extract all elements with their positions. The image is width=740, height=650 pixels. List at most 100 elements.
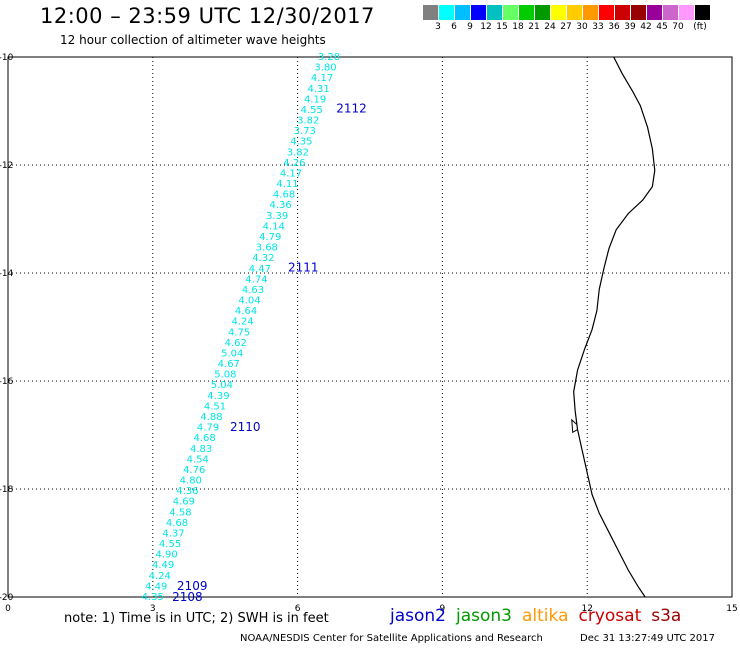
color-swatch	[518, 5, 534, 20]
color-swatch	[630, 5, 646, 20]
wave-height-label: 4.51	[204, 401, 226, 412]
wave-height-label: 4.76	[183, 465, 205, 476]
color-swatch	[566, 5, 582, 20]
color-scale-label: 15	[496, 22, 508, 32]
wave-height-label: 4.55	[301, 105, 323, 116]
wave-height-label: 4.83	[190, 444, 212, 455]
color-scale-legend: 3 6 9 12 15 18 21 24 27 30 33 36 39 42 45 70 (ft)	[422, 5, 710, 34]
wave-height-label: 4.32	[252, 253, 274, 264]
wave-height-label: 4.88	[200, 412, 222, 423]
color-swatch	[582, 5, 598, 20]
wave-height-label: 4.75	[228, 327, 250, 338]
mission-altika: altika	[522, 606, 569, 626]
color-scale-label: 33	[592, 22, 604, 32]
y-tick-label: -18	[0, 485, 14, 495]
color-scale-label: 24	[544, 22, 556, 32]
color-scale-label: 18	[512, 22, 524, 32]
map-title: 12:00 – 23:59 UTC 12/30/2017	[40, 4, 375, 28]
wave-height-label: 4.63	[242, 285, 264, 296]
wave-height-label: 4.67	[218, 359, 240, 370]
wave-height-label: 4.17	[280, 168, 302, 179]
color-swatch	[678, 5, 694, 20]
y-tick-label: -14	[0, 269, 14, 279]
wave-height-label: 4.79	[197, 423, 219, 434]
wave-height-label: 4.68	[166, 518, 188, 529]
pass-number-label: 2108	[172, 590, 203, 604]
wave-height-label: 4.90	[155, 550, 177, 561]
color-scale-label: 70	[672, 22, 684, 32]
wave-height-label: 4.49	[145, 581, 167, 592]
color-scale-swatches	[422, 5, 710, 20]
wave-height-label: 4.74	[245, 274, 267, 285]
color-swatch	[502, 5, 518, 20]
color-scale-label: 36	[608, 22, 620, 32]
wave-height-label: 4.80	[180, 476, 202, 487]
wave-height-label: 4.24	[149, 571, 171, 582]
color-swatch	[534, 5, 550, 20]
color-scale-label: 39	[624, 22, 636, 32]
pass-number-label: 2112	[336, 101, 367, 115]
pass-number-label: 2109	[177, 579, 208, 593]
color-scale-label: 9	[467, 22, 473, 32]
wave-height-label: 4.49	[152, 560, 174, 571]
wave-height-label: 4.17	[311, 73, 333, 84]
color-scale-label: 42	[640, 22, 652, 32]
wave-height-label: 4.31	[307, 84, 329, 95]
color-swatch	[598, 5, 614, 20]
x-tick-label: 0	[5, 604, 11, 614]
x-tick-label: 12	[581, 604, 592, 614]
wave-height-label: 3.28	[318, 52, 340, 63]
mission-jason2: jason2	[390, 606, 446, 626]
map-subtitle: 12 hour collection of altimeter wave hei…	[60, 33, 326, 47]
wave-height-label: 4.47	[249, 264, 271, 275]
color-swatch	[422, 5, 438, 20]
wave-height-label: 4.39	[207, 391, 229, 402]
wave-height-label: 3.82	[297, 116, 319, 127]
wave-height-label: 4.35	[142, 592, 164, 603]
color-swatch	[694, 5, 710, 20]
wave-height-label: 4.14	[263, 221, 285, 232]
coastline	[573, 56, 656, 598]
color-swatch	[454, 5, 470, 20]
credit-text: NOAA/NESDIS Center for Satellite Applica…	[240, 633, 543, 644]
color-scale-label: 45	[656, 22, 668, 32]
mission-jason3: jason3	[456, 606, 512, 626]
wave-height-label: 4.68	[273, 190, 295, 201]
x-tick-label: 15	[726, 604, 737, 614]
wave-height-label: 4.04	[238, 296, 260, 307]
wave-height-label: 4.58	[169, 507, 191, 518]
wave-height-label: 4.26	[283, 158, 305, 169]
wave-height-label: 3.68	[256, 243, 278, 254]
wave-height-label: 4.79	[259, 232, 281, 243]
color-scale-label: 30	[576, 22, 588, 32]
color-swatch	[662, 5, 678, 20]
wave-height-label: 5.04	[221, 348, 243, 359]
wave-height-label: 5.08	[214, 370, 236, 381]
y-tick-label: -20	[0, 593, 14, 603]
wave-height-label: 3.39	[266, 211, 288, 222]
wave-height-label: 3.80	[314, 63, 336, 74]
map-frame	[7, 56, 733, 598]
color-scale-label: 3	[435, 22, 441, 32]
wave-height-label: 4.37	[162, 528, 184, 539]
color-scale-label: 27	[560, 22, 572, 32]
x-tick-label: 6	[295, 604, 301, 614]
color-swatch	[470, 5, 486, 20]
wave-height-label: 4.36	[269, 200, 291, 211]
wave-height-label: 4.69	[173, 497, 195, 508]
mission-legend: jason2 jason3 altika cryosat s3a	[390, 606, 691, 626]
mission-s3a: s3a	[651, 606, 682, 626]
wave-height-label: 4.19	[304, 94, 326, 105]
y-tick-label: -10	[0, 53, 14, 63]
wave-height-label: 4.11	[276, 179, 298, 190]
color-swatch	[550, 5, 566, 20]
x-tick-label: 9	[440, 604, 446, 614]
wave-height-label: 5.04	[211, 380, 233, 391]
coastline-inlet	[571, 418, 578, 434]
wave-height-label: 4.24	[231, 317, 253, 328]
color-scale-label: 12	[480, 22, 492, 32]
wave-height-label: 3.73	[294, 126, 316, 137]
generation-timestamp: Dec 31 13:27:49 UTC 2017	[580, 633, 715, 644]
wave-height-label: 4.62	[225, 338, 247, 349]
color-scale-label: 6	[451, 22, 457, 32]
